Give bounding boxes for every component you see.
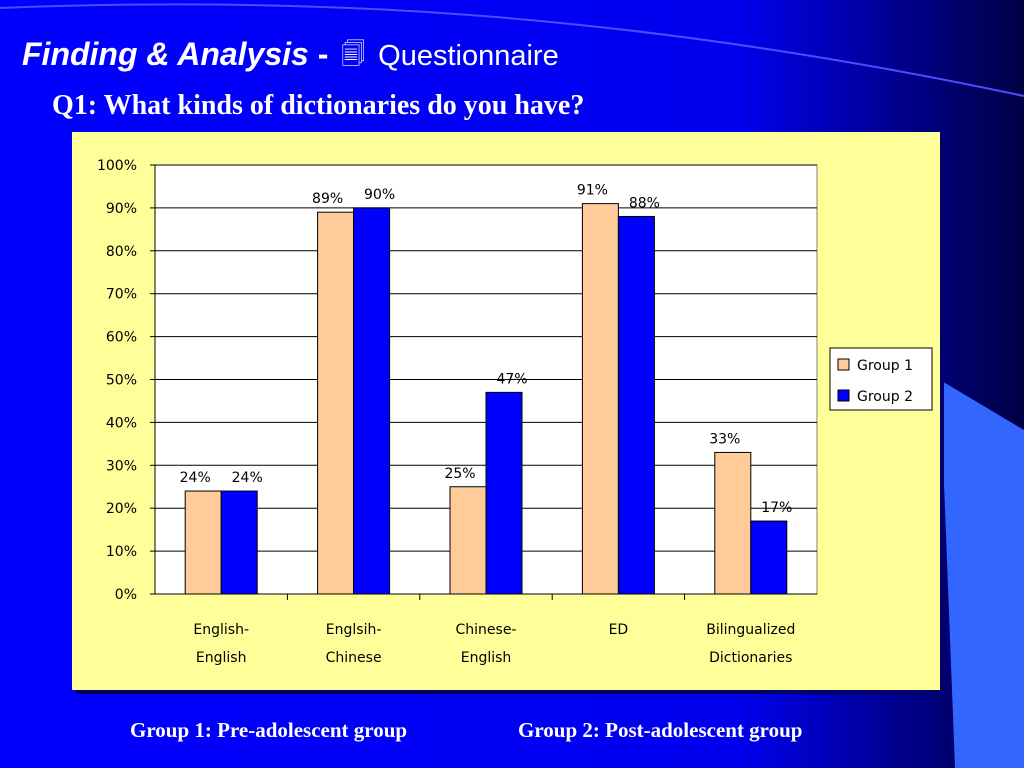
data-label: 89% [312,191,343,207]
decorative-arc [0,3,1024,97]
y-tick-label: 30% [106,458,137,474]
data-label: 90% [364,187,395,203]
y-tick-label: 20% [106,501,137,517]
category-label: Dictionaries [709,650,792,666]
data-label: 88% [629,195,660,211]
y-tick-label: 50% [106,373,137,389]
bar-1 [714,451,752,595]
bar-chart: 0% 10% 20% 30% 40% 50% 60% 70% 80% 90% 100% 24% 24% E… [97,158,933,666]
title-separator: - [317,36,329,72]
accent-stripe [940,380,1024,768]
y-tick-label: 70% [106,287,137,303]
slide-title: Finding & Analysis - 🗐 Questionnaire [22,36,559,78]
category-label: Bilingualized [706,622,795,638]
y-tick-label: 0% [115,587,137,603]
bar-2 [750,520,788,595]
title-subtitle: Questionnaire [378,40,559,72]
y-tick-label: 10% [106,544,137,560]
data-label: 24% [232,470,263,486]
data-label: 24% [180,470,211,486]
category-label: Englsih- [326,622,382,638]
footnote-group1: Group 1: Pre-adolescent group [130,718,408,742]
category-label: Chinese- [456,622,517,638]
category-label: English [461,650,512,666]
bar-2 [220,490,258,595]
bar-1 [581,203,619,595]
bar-2 [617,215,655,595]
data-label: 91% [577,183,608,199]
legend-swatch [837,358,850,371]
chart-panel: 0% 10% 20% 30% 40% 50% 60% 70% 80% 90% 100% 24% 24% E… [72,132,940,690]
legend-swatch [837,389,850,402]
y-tick-label: 40% [106,415,137,431]
data-label: 17% [761,500,792,516]
category-label: English- [193,622,249,638]
bar-1 [449,486,487,595]
y-tick-label: 60% [106,330,137,346]
data-label: 33% [709,431,740,447]
data-label: 25% [444,466,475,482]
bar-1 [184,490,222,595]
bar-1 [317,211,355,595]
legend-label: Group 1 [857,358,913,374]
category-label: English [196,650,247,666]
y-tick-label: 90% [106,201,137,217]
y-tick-label: 80% [106,244,137,260]
data-label: 47% [496,371,527,387]
footnote-group2: Group 2: Post-adolescent group [518,718,803,742]
bar-2 [485,391,523,595]
y-tick-label: 100% [97,158,137,174]
bar-2 [353,207,391,595]
document-icon: 🗐 [341,41,366,68]
question-heading: Q1: What kinds of dictionaries do you ha… [52,90,585,121]
legend-label: Group 2 [857,389,913,405]
category-label: ED [609,622,629,638]
category-label: Chinese [326,650,382,666]
title-main: Finding & Analysis [22,36,309,72]
